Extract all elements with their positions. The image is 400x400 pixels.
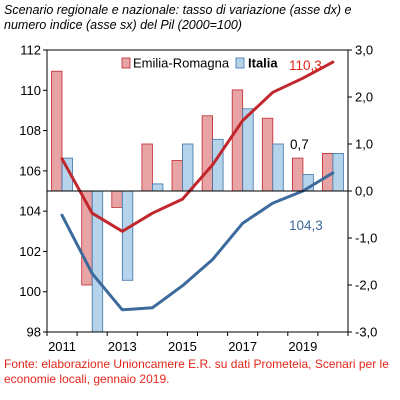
right-tick-label: 2,0 xyxy=(355,90,373,105)
left-tick-label: 102 xyxy=(19,244,41,259)
annotation-2: 104,3 xyxy=(289,218,323,233)
bar-italia-2014 xyxy=(151,183,164,192)
left-tick-label: 98 xyxy=(27,325,41,340)
source-note: Fonte: elaborazione Unioncamere E.R. su … xyxy=(4,357,389,386)
bar-italia-2015 xyxy=(182,143,194,192)
x-tick-label: 2019 xyxy=(288,339,317,354)
bar-emilia-romagna-2015 xyxy=(171,160,183,192)
chart-title: Scenario regionale e nazionale: tasso di… xyxy=(4,3,352,32)
bar-emilia-romagna-2017 xyxy=(231,89,244,192)
bar-emilia-romagna-2018 xyxy=(261,117,274,192)
legend-label-italia: Italia xyxy=(248,56,278,71)
bar-italia-2017 xyxy=(242,108,254,192)
line-italia xyxy=(60,171,335,312)
bar-italia-2013 xyxy=(121,190,134,281)
bar-italia-2018 xyxy=(272,143,284,192)
bar-emilia-romagna-2016 xyxy=(201,115,214,192)
right-tick-label: -1,0 xyxy=(355,231,377,246)
x-tick-label: 2011 xyxy=(48,339,76,354)
right-tick-label: -2,0 xyxy=(355,278,377,293)
bar-emilia-romagna-2014 xyxy=(141,143,153,192)
legend-swatch-emilia-romagna xyxy=(121,57,131,69)
annotation-1: 0,7 xyxy=(290,137,309,152)
x-tick-label: 2015 xyxy=(168,339,197,354)
annotation-0: 110,3 xyxy=(289,58,322,73)
right-tick-label: 1,0 xyxy=(355,137,373,152)
legend: Emilia-Romagna Italia xyxy=(121,56,278,71)
legend-label-emilia-romagna: Emilia-Romagna xyxy=(133,56,230,71)
right-tick-label: 0,0 xyxy=(355,184,373,199)
left-tick-label: 100 xyxy=(19,284,41,299)
right-tick-label: -3,0 xyxy=(355,325,377,340)
x-tick-label: 2017 xyxy=(228,339,257,354)
x-tick-label: 2013 xyxy=(108,339,137,354)
left-tick-label: 106 xyxy=(19,163,41,178)
tick-labels: 98 100 102 104 106 108 110 112 -3,0 -2,0 -1,0 0,0 1,… xyxy=(19,43,377,355)
legend-swatch-italia xyxy=(235,57,245,69)
lines xyxy=(60,60,335,312)
bar-emilia-romagna-2011 xyxy=(51,70,63,192)
left-tick-label: 108 xyxy=(19,123,41,138)
bar-italia-2012 xyxy=(91,190,104,333)
bar-emilia-romagna-2019 xyxy=(291,157,304,192)
bars xyxy=(51,70,344,333)
right-tick-label: 3,0 xyxy=(355,43,373,58)
line-emilia-romagna xyxy=(60,60,335,233)
bar-italia-2020 xyxy=(332,152,344,192)
bar-emilia-romagna-2013 xyxy=(111,190,123,208)
left-tick-label: 104 xyxy=(19,204,41,219)
left-tick-label: 112 xyxy=(20,43,41,58)
annotations: 110,3 0,7 104,3 xyxy=(289,58,323,233)
left-tick-label: 110 xyxy=(20,83,41,98)
